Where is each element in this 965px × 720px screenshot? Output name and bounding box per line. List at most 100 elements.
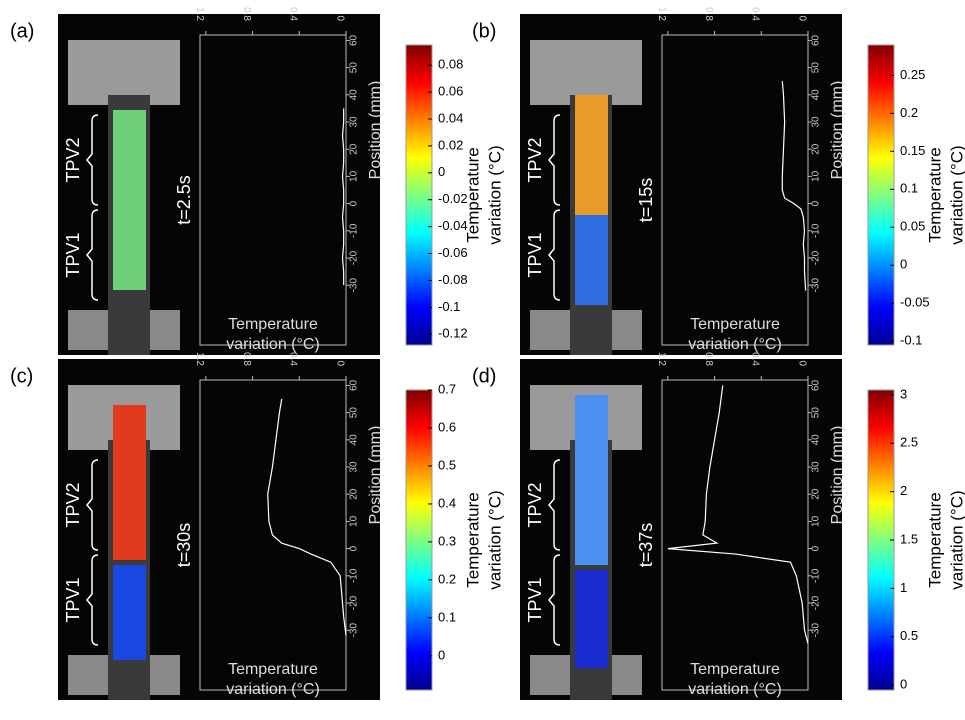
brace (86, 459, 99, 551)
x-tick-label: 0.4 (288, 7, 299, 21)
y-tick-label: 30 (811, 116, 822, 128)
y-tick-label: -20 (349, 595, 360, 610)
x-axis-label: Temperature (690, 316, 780, 333)
y-tick-label: -10 (349, 568, 360, 583)
y-tick-label: -10 (811, 568, 822, 583)
colorbar-tick-label: 0.06 (438, 84, 463, 99)
y-axis-label: Position (mm) (367, 426, 384, 525)
y-tick-label: 50 (811, 407, 822, 419)
profile-line (267, 398, 347, 636)
y-tick-label: 0 (349, 200, 360, 206)
colorbar-tick-label: 1.5 (900, 531, 918, 546)
x-tick-label: 0 (334, 360, 345, 366)
colorbar-tick-label: 0.2 (900, 105, 918, 120)
colorbar-tick-label: 0.04 (438, 110, 463, 125)
tpv-label: TPV2 (63, 137, 83, 182)
tpv-label: TPV1 (63, 232, 83, 277)
x-tick-label: 0 (334, 15, 345, 21)
y-tick-label: -20 (811, 595, 822, 610)
y-tick-label: 30 (811, 461, 822, 473)
brace (86, 114, 99, 206)
brace (548, 209, 561, 301)
y-tick-label: -10 (811, 223, 822, 238)
profile-line (667, 385, 809, 644)
colorbar-label: Temperature (463, 147, 482, 242)
y-tick-label: 10 (811, 170, 822, 182)
x-axis-label: Temperature (228, 316, 318, 333)
x-tick-label: 0.4 (288, 352, 299, 366)
colorbar-tick-label: -0.1 (438, 299, 460, 314)
tpv-label: TPV2 (63, 482, 83, 527)
panel-label: (a) (10, 20, 34, 42)
colorbar-tick-label: 0.02 (438, 137, 463, 152)
profile-line (781, 81, 807, 291)
panel-label: (b) (472, 20, 496, 42)
y-tick-label: 0 (811, 545, 822, 551)
tpv-label: TPV1 (525, 232, 545, 277)
y-tick-label: 60 (811, 34, 822, 46)
brace (548, 459, 561, 551)
x-tick-label: 1.2 (194, 352, 205, 366)
x-axis-label: variation (°C) (226, 681, 320, 698)
y-tick-label: -20 (349, 250, 360, 265)
colorbar-tick-label: -0.1 (900, 333, 922, 348)
x-tick-label: 0.8 (241, 352, 252, 366)
x-tick-label: 1.2 (194, 7, 205, 21)
temperature-field (575, 395, 608, 565)
y-tick-label: 10 (349, 515, 360, 527)
colorbar (405, 44, 433, 346)
y-tick-label: 40 (811, 434, 822, 446)
y-tick-label: 40 (349, 89, 360, 101)
tpv-label: TPV1 (525, 577, 545, 622)
x-axis-label: variation (°C) (226, 336, 320, 353)
tpv-label: TPV2 (525, 137, 545, 182)
y-tick-label: -30 (349, 623, 360, 638)
colorbar-tick-label: 0 (438, 164, 445, 179)
colorbar (867, 389, 895, 691)
y-axis-label: Position (mm) (829, 81, 846, 180)
y-axis-label: Position (mm) (367, 81, 384, 180)
plot-frame (199, 379, 347, 691)
colorbar-label: variation (°C) (947, 145, 965, 244)
colorbar-tick-label: 1 (900, 580, 907, 595)
grip (530, 40, 642, 105)
y-tick-label: -30 (811, 623, 822, 638)
colorbar-tick-label: -0.05 (900, 295, 930, 310)
x-tick-label: 1.2 (656, 352, 667, 366)
colorbar-tick-label: 0.6 (438, 419, 456, 434)
colorbar-tick-label: -0.12 (438, 326, 468, 341)
temperature-field (575, 215, 608, 305)
x-tick-label: 0.8 (703, 352, 714, 366)
temperature-field (113, 565, 146, 660)
x-tick-label: 0.4 (750, 352, 761, 366)
colorbar (405, 389, 433, 691)
y-tick-label: -30 (811, 278, 822, 293)
colorbar-tick-label: -0.02 (438, 191, 468, 206)
panel: (a) TPV2 TPV1 t=2.5s 1.2 0.8 0.4 0 60 50 40 30 20 10 0… (10, 7, 504, 355)
colorbar-label: variation (°C) (485, 145, 504, 244)
y-tick-label: 0 (811, 200, 822, 206)
brace (548, 554, 561, 646)
y-tick-label: 0 (349, 545, 360, 551)
colorbar-label: variation (°C) (947, 490, 965, 589)
colorbar-tick-label: 0.1 (900, 181, 918, 196)
y-tick-label: 60 (349, 379, 360, 391)
grip (68, 40, 180, 105)
plot-frame (199, 34, 347, 346)
plot-frame (661, 379, 809, 691)
tpv-label: TPV2 (525, 482, 545, 527)
colorbar-label: Temperature (463, 492, 482, 587)
colorbar-tick-label: 0.3 (438, 533, 456, 548)
temperature-field (113, 405, 146, 560)
panel: (b) TPV2 TPV1 t=15s 1.2 0.8 0.4 0 60 50 40 30 20 10 0 -… (472, 7, 965, 355)
colorbar-tick-label: 0.2 (438, 571, 456, 586)
colorbar-label: Temperature (925, 147, 944, 242)
y-tick-label: 60 (349, 34, 360, 46)
panel: (c) TPV2 TPV1 t=30s 1.2 0.8 0.4 0 60 50 40 30 20 10 0 -… (10, 352, 504, 700)
colorbar-tick-label: 2 (900, 483, 907, 498)
y-tick-label: 20 (811, 488, 822, 500)
x-tick-label: 0.4 (750, 7, 761, 21)
colorbar-tick-label: 0.08 (438, 57, 463, 72)
y-tick-label: 20 (349, 488, 360, 500)
